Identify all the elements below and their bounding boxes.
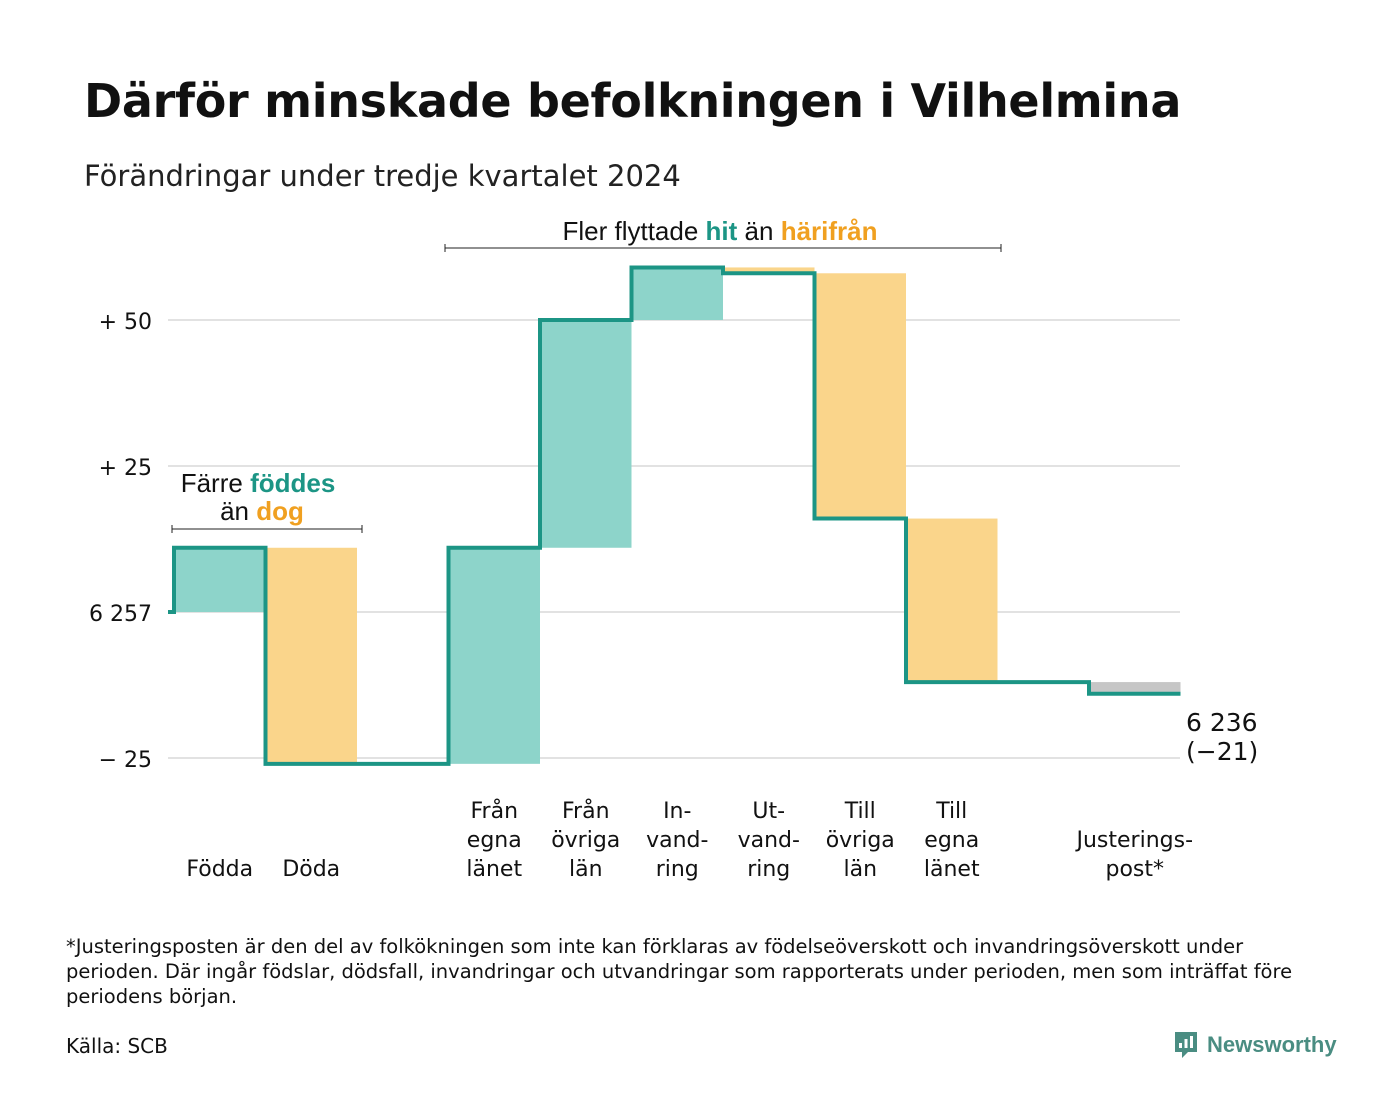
bar-inflow [540, 320, 632, 548]
bar-inflow [174, 547, 266, 612]
x-axis-label: övriga [551, 828, 620, 853]
x-axis-label: Till [935, 799, 967, 824]
x-axis-label: Ut- [752, 799, 785, 824]
bar-outflow [814, 273, 906, 519]
x-axis-label: län [843, 857, 877, 882]
migration-annotation-middle: än [745, 216, 774, 246]
births-annotation-middle: än [220, 496, 249, 526]
x-axis-label: egna [467, 828, 522, 853]
chart-subtitle: Förändringar under tredje kvartalet 2024 [84, 159, 681, 193]
x-axis-label: Födda [186, 857, 253, 882]
source-label: Källa: SCB [66, 1034, 168, 1058]
bar-inflow [448, 547, 540, 764]
x-axis-label: ring [747, 857, 790, 882]
bar-adjustment [1089, 682, 1181, 694]
y-tick-labels: − 25 6 257 + 25 + 50 [89, 310, 152, 773]
migration-annotation-highlight-harifran: härifrån [781, 216, 878, 246]
x-axis-label: In- [663, 799, 691, 824]
x-axis-label: post* [1105, 857, 1164, 882]
x-axis-label: Från [470, 798, 518, 824]
y-tick-label: − 25 [99, 748, 152, 773]
footnote: *Justeringsposten är den del av folkökni… [66, 935, 1293, 1008]
running-total-line [168, 265, 1181, 766]
migration-annotation-highlight-hit: hit [706, 216, 738, 246]
x-axis-label: vand- [738, 828, 800, 853]
x-axis-label: län [569, 857, 603, 882]
bar-inflow [631, 267, 723, 320]
births-annotation-before: Färre [181, 468, 243, 498]
births-annotation-highlight-doda: dog [256, 496, 304, 526]
births-annotation: Färre föddes än dog [171, 468, 363, 533]
bar-outflow [265, 547, 357, 764]
svg-text:än dog: än dog [220, 496, 304, 526]
migration-annotation: Fler flyttade hit än härifrån [444, 216, 1002, 252]
x-axis-label: Till [844, 799, 876, 824]
bar-outflow [723, 267, 815, 274]
y-tick-label: 6 257 [89, 602, 152, 627]
x-axis-label: länet [466, 857, 522, 882]
chart-title: Därför minskade befolkningen i Vilhelmin… [84, 74, 1182, 128]
x-axis-label: övriga [826, 828, 895, 853]
x-axis-label: länet [924, 857, 980, 882]
waterfall-chart: − 25 6 257 + 25 + 50 Färre föddes än dog Fl… [89, 216, 1258, 882]
x-axis-label: vand- [646, 828, 708, 853]
newsworthy-logo-icon [1175, 1032, 1197, 1058]
migration-annotation-before: Fler flyttade [562, 216, 698, 246]
svg-text:Fler flyttade hit: Fler flyttade hit än härifrån [562, 216, 877, 246]
x-axis-label: Döda [282, 857, 340, 882]
svg-text:Färre föddes: Färre föddes [181, 468, 336, 498]
newsworthy-logo-text: Newsworthy [1207, 1032, 1337, 1057]
bar-outflow [906, 518, 998, 683]
end-change-label: (−21) [1186, 737, 1258, 766]
y-tick-label: + 50 [99, 310, 152, 335]
x-axis-label: egna [924, 828, 979, 853]
x-axis-label: Justerings- [1074, 828, 1193, 853]
y-tick-label: + 25 [99, 456, 152, 481]
births-annotation-highlight-fodda: föddes [250, 468, 335, 498]
x-axis-labels: Födda Döda Från egna länet Från övriga län In-va… [186, 798, 1193, 882]
bars [174, 267, 1181, 764]
newsworthy-logo: Newsworthy [1173, 1030, 1337, 1060]
x-axis-label: Från [562, 798, 610, 824]
end-value-label: 6 236 [1186, 708, 1258, 737]
x-axis-label: ring [656, 857, 699, 882]
